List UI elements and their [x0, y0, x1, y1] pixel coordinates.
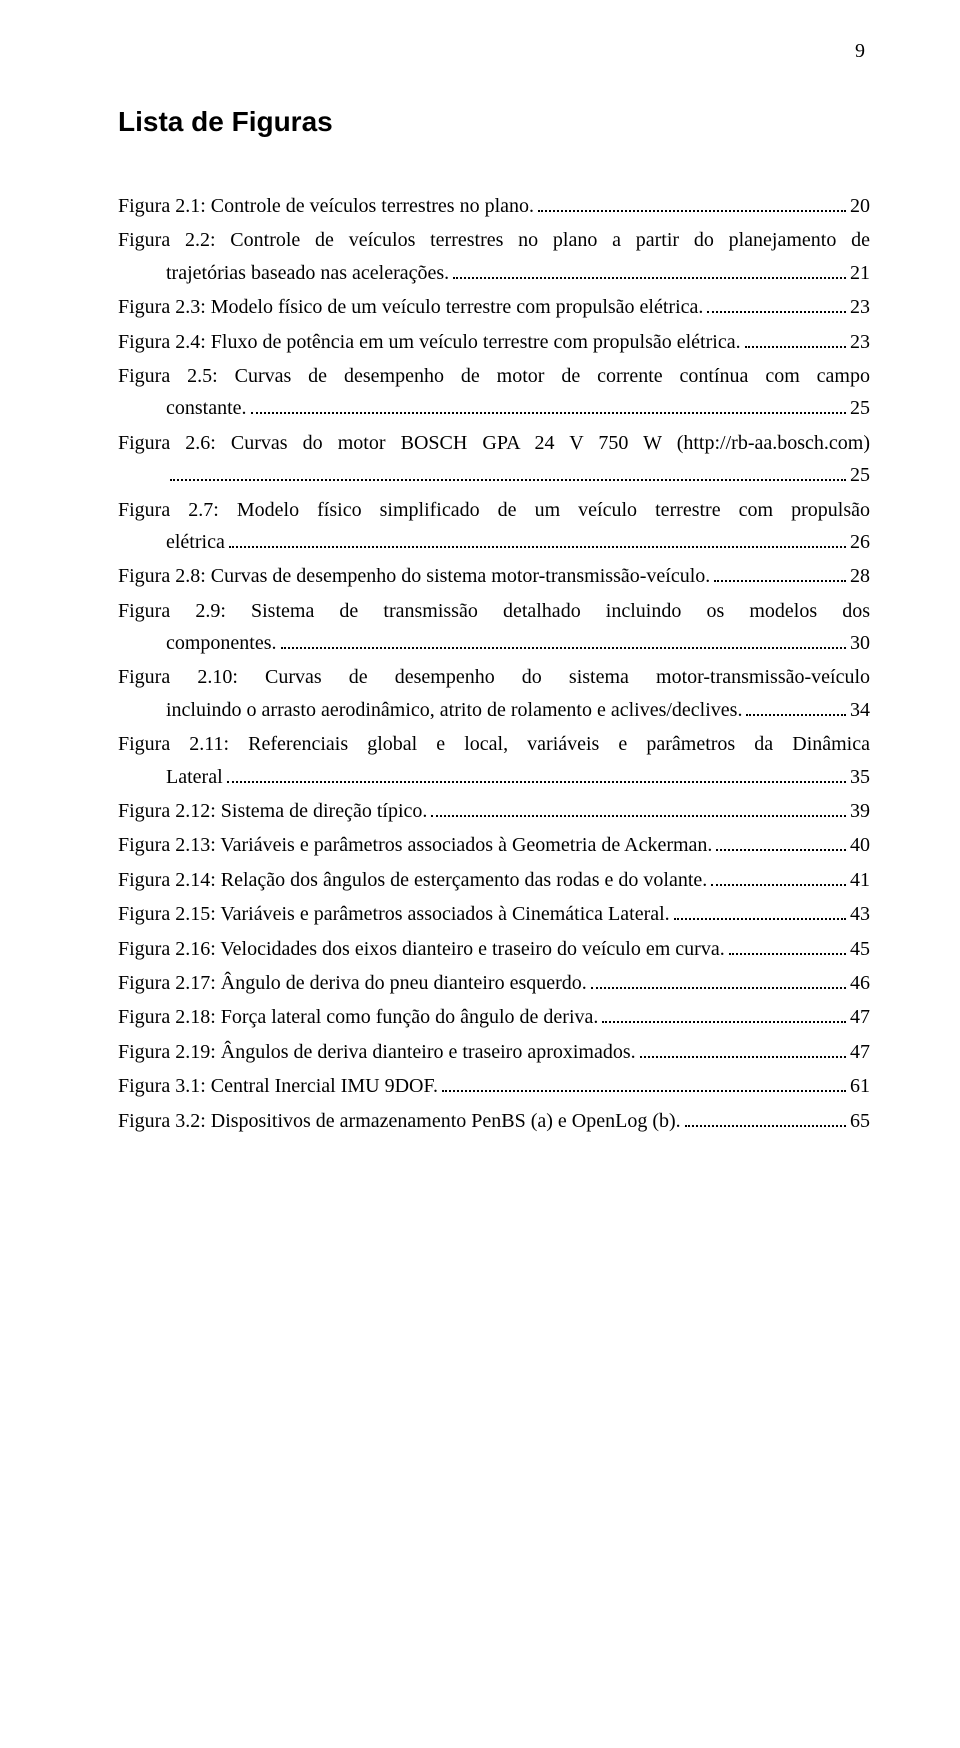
- toc-leader-dots: [716, 838, 846, 851]
- toc-entry: Figura 2.4: Fluxo de potência em um veíc…: [118, 326, 870, 358]
- toc-leader-dots: [442, 1079, 846, 1092]
- toc-leader-dots: [640, 1045, 846, 1058]
- toc-entries-container: Figura 2.1: Controle de veículos terrest…: [118, 190, 870, 1137]
- toc-leader-dots: [170, 468, 846, 481]
- toc-entry: Figura 2.2: Controle de veículos terrest…: [118, 224, 870, 289]
- toc-entry-page: 45: [850, 933, 870, 965]
- toc-entry-page: 47: [850, 1036, 870, 1068]
- toc-leader-dots: [281, 636, 846, 649]
- toc-leader-dots: [538, 199, 846, 212]
- toc-entry: Figura 2.6: Curvas do motor BOSCH GPA 24…: [118, 427, 870, 492]
- toc-entry-text: Figura 2.8: Curvas de desempenho do sist…: [118, 560, 710, 592]
- toc-entry: Figura 2.5: Curvas de desempenho de moto…: [118, 360, 870, 425]
- toc-entry-page: 47: [850, 1001, 870, 1033]
- toc-entry-page: 41: [850, 864, 870, 896]
- toc-leader-dots: [746, 703, 846, 716]
- toc-leader-dots: [602, 1010, 846, 1023]
- toc-entry: Figura 2.9: Sistema de transmissão detal…: [118, 595, 870, 660]
- toc-entry: Figura 2.8: Curvas de desempenho do sist…: [118, 560, 870, 592]
- toc-entry-text: Figura 2.10: Curvas de desempenho do sis…: [118, 661, 870, 693]
- page-number: 9: [855, 40, 865, 63]
- toc-entry: Figura 2.19: Ângulos de deriva dianteiro…: [118, 1036, 870, 1068]
- toc-entry-page: 35: [850, 761, 870, 793]
- toc-entry-text: elétrica: [166, 526, 225, 558]
- toc-entry-page: 25: [850, 459, 870, 491]
- toc-entry-page: 43: [850, 898, 870, 930]
- toc-leader-dots: [227, 770, 846, 783]
- toc-entry: Figura 2.12: Sistema de direção típico. 3…: [118, 795, 870, 827]
- toc-entry-page: 23: [850, 326, 870, 358]
- toc-entry: Figura 2.17: Ângulo de deriva do pneu di…: [118, 967, 870, 999]
- toc-leader-dots: [729, 942, 846, 955]
- toc-entry-page: 40: [850, 829, 870, 861]
- toc-entry: Figura 2.3: Modelo físico de um veículo …: [118, 291, 870, 323]
- toc-entry-page: 34: [850, 694, 870, 726]
- toc-entry-text: Figura 3.1: Central Inercial IMU 9DOF.: [118, 1070, 438, 1102]
- toc-entry: Figura 3.2: Dispositivos de armazenament…: [118, 1105, 870, 1137]
- toc-leader-dots: [229, 535, 846, 548]
- toc-entry-text: trajetórias baseado nas acelerações.: [166, 257, 449, 289]
- toc-entry: Figura 2.18: Força lateral como função d…: [118, 1001, 870, 1033]
- toc-leader-dots: [431, 804, 846, 817]
- toc-entry-text: Figura 2.9: Sistema de transmissão detal…: [118, 595, 870, 627]
- toc-leader-dots: [251, 401, 846, 414]
- toc-entry: Figura 2.10: Curvas de desempenho do sis…: [118, 661, 870, 726]
- toc-entry-page: 30: [850, 627, 870, 659]
- toc-entry-text: Figura 2.18: Força lateral como função d…: [118, 1001, 598, 1033]
- toc-entry-page: 23: [850, 291, 870, 323]
- toc-entry-text: Lateral: [166, 761, 223, 793]
- toc-entry-text: Figura 2.12: Sistema de direção típico.: [118, 795, 427, 827]
- toc-leader-dots: [714, 569, 846, 582]
- toc-entry: Figura 2.11: Referenciais global e local…: [118, 728, 870, 793]
- toc-entry-text: incluindo o arrasto aerodinâmico, atrito…: [166, 694, 742, 726]
- toc-entry-text: Figura 2.6: Curvas do motor BOSCH GPA 24…: [118, 427, 870, 459]
- toc-entry-text: Figura 2.16: Velocidades dos eixos diant…: [118, 933, 725, 965]
- toc-entry-page: 65: [850, 1105, 870, 1137]
- toc-entry-text: Figura 3.2: Dispositivos de armazenament…: [118, 1105, 681, 1137]
- toc-leader-dots: [453, 266, 846, 279]
- toc-leader-dots: [711, 873, 846, 886]
- toc-entry-text: Figura 2.4: Fluxo de potência em um veíc…: [118, 326, 741, 358]
- toc-entry-text: Figura 2.1: Controle de veículos terrest…: [118, 190, 534, 222]
- toc-entry: Figura 2.1: Controle de veículos terrest…: [118, 190, 870, 222]
- toc-entry: Figura 2.13: Variáveis e parâmetros asso…: [118, 829, 870, 861]
- toc-entry: Figura 2.14: Relação dos ângulos de este…: [118, 864, 870, 896]
- toc-entry-text: Figura 2.14: Relação dos ângulos de este…: [118, 864, 707, 896]
- toc-entry-page: 20: [850, 190, 870, 222]
- toc-entry-text: Figura 2.17: Ângulo de deriva do pneu di…: [118, 967, 587, 999]
- toc-entry-page: 46: [850, 967, 870, 999]
- toc-entry-text: Figura 2.3: Modelo físico de um veículo …: [118, 291, 703, 323]
- toc-entry: Figura 2.7: Modelo físico simplificado d…: [118, 494, 870, 559]
- toc-entry-text: componentes.: [166, 627, 277, 659]
- toc-entry-page: 61: [850, 1070, 870, 1102]
- toc-leader-dots: [591, 976, 846, 989]
- toc-entry-text: Figura 2.11: Referenciais global e local…: [118, 728, 870, 760]
- list-of-figures-title: Lista de Figuras: [118, 106, 870, 138]
- toc-entry-text: constante.: [166, 392, 247, 424]
- toc-entry-page: 21: [850, 257, 870, 289]
- toc-entry-page: 26: [850, 526, 870, 558]
- toc-entry-page: 25: [850, 392, 870, 424]
- document-page: 9 Lista de Figuras Figura 2.1: Controle …: [0, 0, 960, 1748]
- toc-entry-text: Figura 2.13: Variáveis e parâmetros asso…: [118, 829, 712, 861]
- toc-entry: Figura 2.16: Velocidades dos eixos diant…: [118, 933, 870, 965]
- toc-leader-dots: [707, 300, 846, 313]
- toc-entry-text: Figura 2.7: Modelo físico simplificado d…: [118, 494, 870, 526]
- toc-entry: Figura 3.1: Central Inercial IMU 9DOF. 61: [118, 1070, 870, 1102]
- toc-entry-text: Figura 2.19: Ângulos de deriva dianteiro…: [118, 1036, 636, 1068]
- toc-entry-text: Figura 2.2: Controle de veículos terrest…: [118, 224, 870, 256]
- toc-entry-page: 28: [850, 560, 870, 592]
- toc-entry-text: Figura 2.5: Curvas de desempenho de moto…: [118, 360, 870, 392]
- toc-leader-dots: [745, 335, 846, 348]
- toc-leader-dots: [685, 1114, 846, 1127]
- toc-entry: Figura 2.15: Variáveis e parâmetros asso…: [118, 898, 870, 930]
- toc-entry-page: 39: [850, 795, 870, 827]
- toc-entry-text: Figura 2.15: Variáveis e parâmetros asso…: [118, 898, 670, 930]
- toc-leader-dots: [674, 907, 846, 920]
